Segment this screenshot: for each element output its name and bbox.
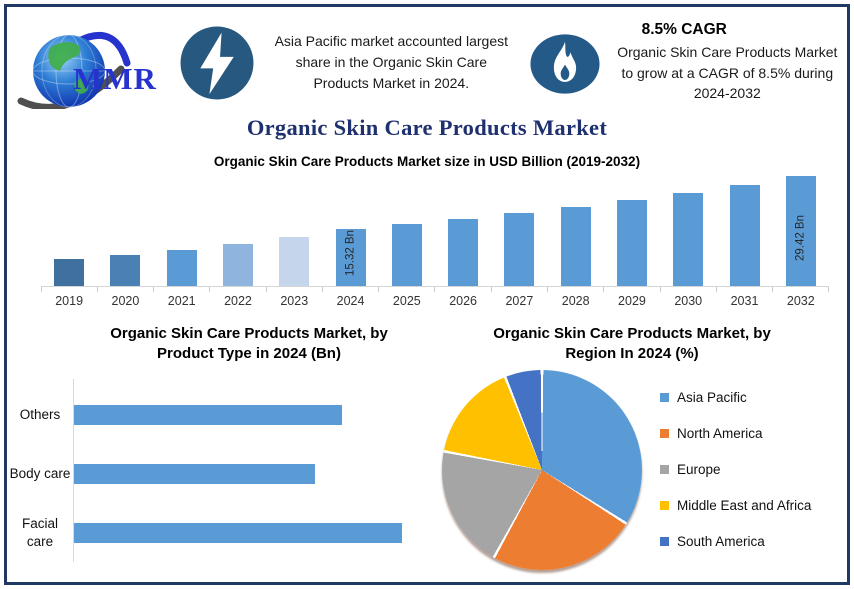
x-axis-label-2026: 2026: [449, 294, 478, 308]
x-axis-label-2024: 2024: [336, 294, 365, 308]
market-size-plot-area: 15.32 Bn 29.42 Bn: [41, 175, 830, 292]
bar-2028: [560, 207, 591, 286]
product-type-labels: Others Body care Facial care: [7, 379, 73, 562]
x-axis-label-2022: 2022: [224, 294, 252, 308]
x-axis-label-2021: 2021: [167, 294, 196, 308]
market-size-x-axis: 2019 2020 2021 2022 2023 2024 2025 2026 2027 2028…: [41, 287, 829, 308]
bar-column-2029: [604, 175, 661, 292]
bar-2032: [785, 176, 816, 286]
bar-2027: [504, 213, 535, 286]
bar-row: [74, 444, 432, 503]
legend-label: North America: [677, 426, 763, 441]
highlight-asia-pacific-text: Asia Pacific market accounted largest sh…: [274, 33, 509, 91]
region-pie-chart-title: Organic Skin Care Products Market, by Re…: [493, 325, 771, 362]
bar-column-2032: 29.42 Bn: [773, 175, 830, 292]
hbar-body-care: [74, 463, 315, 484]
bottom-charts: Organic Skin Care Products Market, by Pr…: [7, 320, 847, 570]
lightning-icon: [180, 26, 254, 100]
bar-2020: [110, 255, 141, 286]
legend-label: Asia Pacific: [677, 390, 747, 405]
bar-2025: [391, 224, 422, 286]
x-axis-label-2023: 2023: [280, 294, 309, 308]
legend-swatch: [660, 501, 669, 510]
globe-icon: [17, 31, 131, 109]
bar-2031: [729, 185, 760, 286]
bar-column-2026: [435, 175, 493, 292]
x-axis-label-2029: 2029: [618, 294, 646, 308]
legend-item-north-america: North America: [660, 426, 811, 441]
bar-2026: [448, 219, 479, 286]
bar-2019: [54, 259, 85, 286]
bar-value-label-2032: 29.42 Bn: [794, 215, 807, 262]
bar-row: [74, 503, 432, 562]
market-size-chart: Organic Skin Care Products Market size i…: [7, 154, 847, 308]
hbar-others: [74, 404, 342, 425]
category-label-body-care: Body care: [9, 465, 71, 481]
bar-column-2023: [266, 175, 324, 292]
pie-and-legend: Asia Pacific North America Europe Middle Ea…: [438, 370, 847, 570]
bar-2021: [166, 250, 197, 286]
product-type-bars: [73, 379, 432, 562]
logo-text: MMR: [73, 61, 157, 96]
region-pie-chart: Organic Skin Care Products Market, by Re…: [432, 320, 847, 570]
x-axis-label-2032: 2032: [786, 294, 815, 308]
legend-swatch: [660, 537, 669, 546]
legend-item-south-america: South America: [660, 534, 811, 549]
bar-column-2021: [154, 175, 211, 292]
x-axis-label-2019: 2019: [55, 294, 84, 308]
cagr-text: Organic Skin Care Products Market to gro…: [617, 44, 838, 101]
product-type-chart-title: Organic Skin Care Products Market, by Pr…: [110, 325, 388, 362]
x-axis-label-2028: 2028: [561, 294, 590, 308]
bar-2029: [616, 200, 647, 286]
bar-2023: [279, 237, 310, 286]
bar-2024: [335, 229, 366, 286]
category-label-facial-care: Facial care: [21, 515, 58, 549]
region-pie: [442, 370, 642, 570]
infographic-root: MMR Asia Pacific market accounted larges…: [7, 7, 847, 582]
header: MMR Asia Pacific market accounted larges…: [7, 7, 847, 109]
bar-2022: [222, 244, 253, 286]
x-axis-label-2030: 2030: [674, 294, 703, 308]
bar-column-2020: [97, 175, 155, 292]
bar-column-2025: [379, 175, 436, 292]
highlight-cagr: 8.5% CAGR Organic Skin Care Products Mar…: [614, 21, 841, 104]
bar-column-2019: [41, 175, 99, 292]
hbar-facial-care: [74, 522, 402, 543]
legend-item-europe: Europe: [660, 462, 811, 477]
category-label-others: Others: [19, 406, 61, 422]
bar-column-2028: [548, 175, 605, 292]
x-axis-label-2025: 2025: [392, 294, 421, 308]
x-axis-label-2031: 2031: [730, 294, 759, 308]
bar-column-2031: [716, 175, 774, 292]
mmr-logo: MMR: [15, 17, 173, 109]
legend-swatch: [660, 465, 669, 474]
legend-label: Europe: [677, 462, 721, 477]
bar-column-2022: [210, 175, 267, 292]
bar-column-2030: [660, 175, 718, 292]
bar-column-2024: 15.32 Bn: [322, 175, 380, 292]
x-axis-label-2020: 2020: [111, 294, 140, 308]
bar-value-label-2024: 15.32 Bn: [343, 230, 356, 277]
legend-item-asia-pacific: Asia Pacific: [660, 390, 811, 405]
legend-swatch: [660, 393, 669, 402]
legend-swatch: [660, 429, 669, 438]
product-type-plot-area: Others Body care Facial care: [7, 379, 432, 562]
bar-row: [74, 385, 432, 444]
region-legend: Asia Pacific North America Europe Middle Ea…: [660, 390, 811, 570]
cagr-title: 8.5% CAGR: [641, 21, 727, 38]
bar-column-2027: [491, 175, 549, 292]
x-axis-label-2027: 2027: [505, 294, 534, 308]
legend-label: South America: [677, 534, 765, 549]
legend-label: Middle East and Africa: [677, 498, 812, 513]
product-type-chart: Organic Skin Care Products Market, by Pr…: [7, 320, 432, 570]
flame-icon: [530, 34, 600, 94]
legend-item-middle-east-and-africa: Middle East and Africa: [660, 498, 811, 513]
market-size-chart-title: Organic Skin Care Products Market size i…: [213, 154, 641, 169]
page-title: Organic Skin Care Products Market: [246, 115, 608, 140]
bar-2030: [673, 193, 704, 286]
